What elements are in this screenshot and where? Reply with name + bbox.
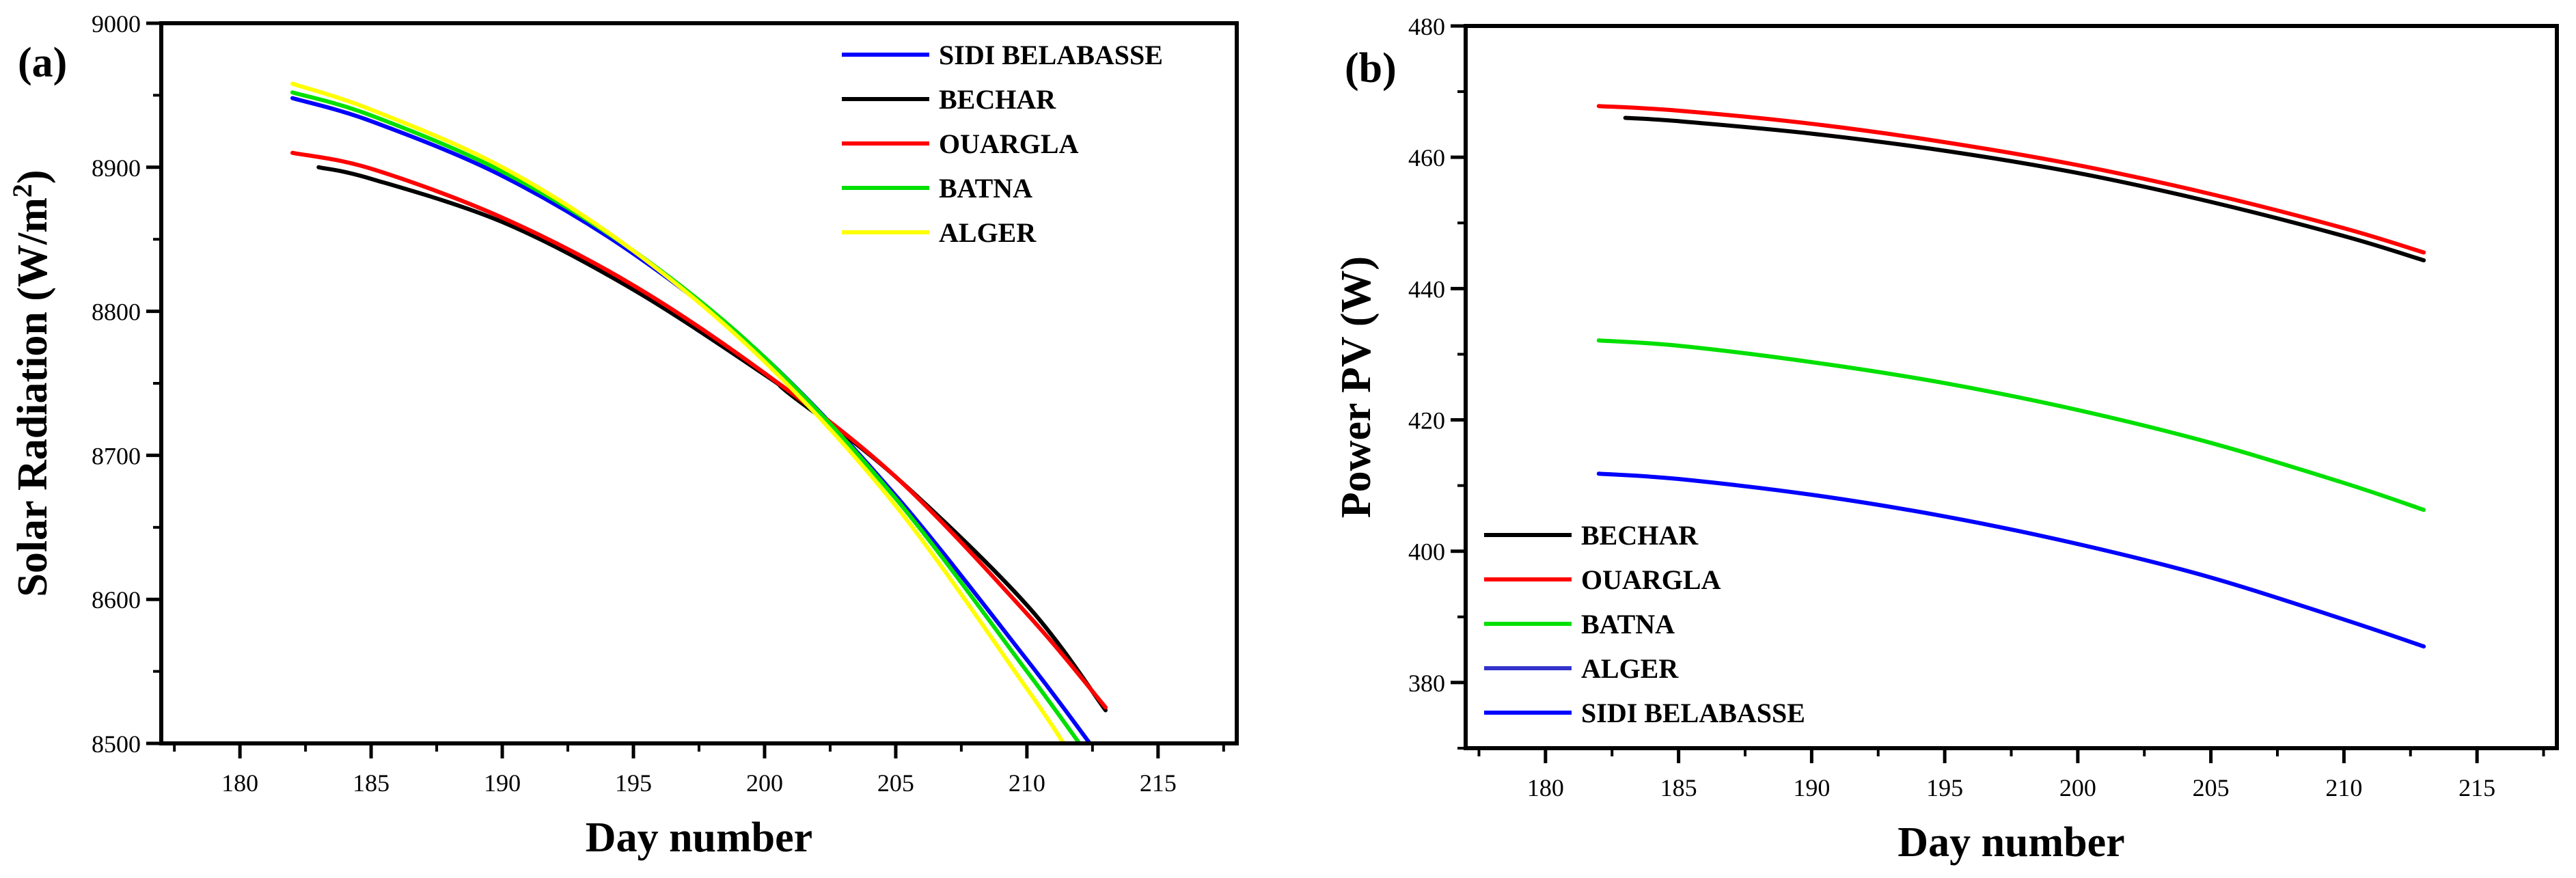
panel-b-series-bechar (1623, 115, 2426, 262)
panel-b-x-tick-label: 215 (2458, 774, 2495, 801)
panel-a-series-ouargla (290, 150, 1108, 710)
panel-b-y-axis-label-text: Power PV (W) (1333, 256, 1380, 518)
panel-a-y-axis-label-text: Solar Radiation (W/m (10, 197, 56, 596)
panel-b-series-sidi-belabasse (1596, 471, 2426, 649)
panel-b-x-tick-label: 180 (1527, 774, 1564, 801)
panel-b-y-axis-label: Power PV (W) (1333, 256, 1380, 518)
panel-b-x-tick-label: 190 (1793, 774, 1830, 801)
panel-a-y-tick-label: 8900 (92, 154, 141, 182)
panel-a-series-batna (290, 90, 1082, 743)
legend-label: ALGER (939, 217, 1037, 248)
legend-label: BECHAR (939, 84, 1056, 115)
legend-label: BECHAR (1581, 520, 1699, 551)
panel-a-x-tick-label: 215 (1140, 769, 1177, 797)
panel-b-series-batna (1596, 338, 2426, 512)
panel-b-y-tick-label: 400 (1408, 538, 1445, 566)
panel-a-y-tick-label: 8700 (92, 442, 141, 469)
panel-b-x-tick-label: 205 (2193, 774, 2230, 801)
panel-b-y-tick-label: 480 (1408, 13, 1445, 40)
panel-b-series-ouargla (1596, 104, 2426, 255)
panel-a-x-tick-label: 210 (1009, 769, 1045, 797)
panel-a-y-tick-label: 8600 (92, 586, 141, 614)
panel-a-x-tick-label: 180 (221, 769, 258, 797)
panel-b-x-tick-label: 185 (1660, 774, 1697, 801)
panel-a-y-tick-label: 8500 (92, 730, 141, 758)
panel-b-x-axis-label: Day number (1897, 819, 2124, 866)
panel-b-plot-frame (1464, 24, 2559, 750)
panel-b-series-lines (1596, 104, 2426, 649)
legend-label: BATNA (1581, 609, 1675, 640)
panel-a-y-tick-label: 8800 (92, 299, 141, 326)
legend-label: BATNA (939, 173, 1032, 204)
panel-b-label: (b) (1345, 45, 1397, 92)
legend-label: ALGER (1581, 653, 1679, 684)
panel-b-y-tick-label: 380 (1408, 670, 1445, 697)
legend-label: SIDI BELABASSE (1581, 698, 1805, 728)
panel-a-y-axis-label-sup: 2 (7, 184, 38, 197)
panel-a-y-axis-label: Solar Radiation (W/m2) (7, 169, 56, 596)
panel-a-legend: SIDI BELABASSE BECHAR OUARGLA BATNA ALGER (842, 40, 1163, 248)
panel-a-series-lines (290, 81, 1108, 743)
panel-b-y-tick-label: 460 (1408, 144, 1445, 172)
panel-b-x-tick-label: 195 (1926, 774, 1963, 801)
panel-a-x-tick-label: 185 (353, 769, 389, 797)
panel-b-x-tick-label: 200 (2059, 774, 2096, 801)
panel-a-solar-radiation: (a) 180 185 190 195 200 205 210 215 8500 8600 8700… (7, 10, 1239, 861)
legend-label: SIDI BELABASSE (939, 40, 1163, 70)
panel-b-y-tick-label: 440 (1408, 275, 1445, 303)
legend-label: OUARGLA (1581, 564, 1721, 595)
panel-a-x-tick-label: 195 (615, 769, 652, 797)
legend-label: OUARGLA (939, 128, 1079, 159)
panel-a-series-alger (290, 81, 1066, 743)
panel-a-label: (a) (18, 40, 67, 86)
panel-a-y-axis-label-end: ) (10, 169, 56, 184)
panel-a-x-tick-label: 200 (746, 769, 783, 797)
panel-a-x-axis-label: Day number (586, 814, 812, 861)
panel-a-x-tick-label: 205 (877, 769, 914, 797)
panel-a-y-tick-label: 9000 (92, 10, 141, 38)
panel-b-x-tick-label: 210 (2325, 774, 2362, 801)
panel-b-power-pv: (b) 180 185 190 195 200 205 210 215 380 400 420 440… (1333, 13, 2559, 866)
panel-a-x-tick-label: 190 (484, 769, 521, 797)
panel-b-legend: BECHAR OUARGLA BATNA ALGER SIDI BELABASSE (1484, 520, 1805, 728)
panel-b-y-tick-label: 420 (1408, 407, 1445, 435)
